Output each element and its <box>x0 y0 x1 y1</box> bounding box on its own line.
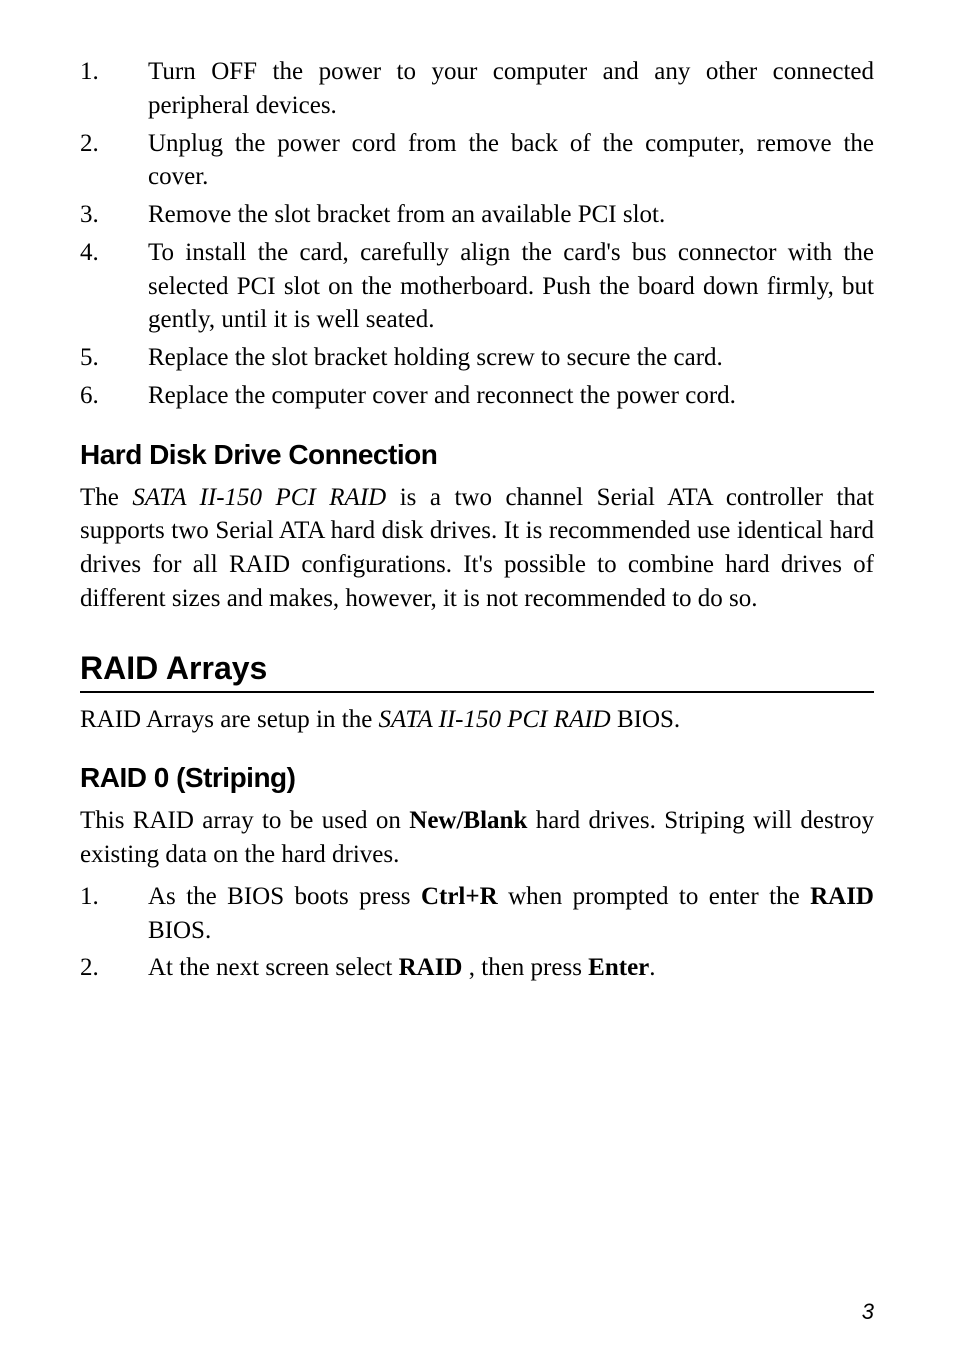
install-steps-list: 1. Turn OFF the power to your computer a… <box>80 55 874 413</box>
bold-text: RAID <box>810 883 874 910</box>
product-name: SATA II-150 PCI RAID <box>132 484 386 511</box>
list-item: 2. Unplug the power cord from the back o… <box>80 127 874 195</box>
document-page: 1. Turn OFF the power to your computer a… <box>0 0 954 1363</box>
hdd-connection-heading: Hard Disk Drive Connection <box>80 439 874 471</box>
list-number: 2. <box>80 951 148 985</box>
bold-text: RAID <box>399 954 463 981</box>
list-text: Unplug the power cord from the back of t… <box>148 127 874 195</box>
list-item: 4. To install the card, carefully align … <box>80 236 874 337</box>
bold-text: Ctrl+R <box>421 883 498 910</box>
list-text: Remove the slot bracket from an availabl… <box>148 198 874 232</box>
hdd-connection-paragraph: The SATA II-150 PCI RAID is a two channe… <box>80 481 874 616</box>
list-item: 2. At the next screen select RAID , then… <box>80 951 874 985</box>
raid-arrays-paragraph: RAID Arrays are setup in the SATA II-150… <box>80 703 874 737</box>
list-number: 3. <box>80 198 148 232</box>
list-text: To install the card, carefully align the… <box>148 236 874 337</box>
list-number: 1. <box>80 880 148 914</box>
list-text: Turn OFF the power to your computer and … <box>148 55 874 123</box>
text-fragment: BIOS. <box>148 917 211 944</box>
text-fragment: This RAID array to be used on <box>80 807 409 834</box>
text-fragment: , then press <box>463 954 589 981</box>
raid0-paragraph: This RAID array to be used on New/Blank … <box>80 804 874 872</box>
list-number: 1. <box>80 55 148 89</box>
bold-text: New/Blank <box>409 807 527 834</box>
list-item: 3. Remove the slot bracket from an avail… <box>80 198 874 232</box>
list-item: 1. Turn OFF the power to your computer a… <box>80 55 874 123</box>
text-fragment: RAID Arrays are setup in the <box>80 706 379 733</box>
list-text: Replace the computer cover and reconnect… <box>148 379 874 413</box>
text-fragment: BIOS. <box>611 706 680 733</box>
list-item: 5. Replace the slot bracket holding scre… <box>80 341 874 375</box>
list-text: Replace the slot bracket holding screw t… <box>148 341 874 375</box>
list-number: 5. <box>80 341 148 375</box>
raid-arrays-heading: RAID Arrays <box>80 650 874 693</box>
bold-text: Enter <box>588 954 649 981</box>
raid0-steps-list: 1. As the BIOS boots press Ctrl+R when p… <box>80 880 874 985</box>
raid0-heading: RAID 0 (Striping) <box>80 762 874 794</box>
list-text: At the next screen select RAID , then pr… <box>148 951 874 985</box>
text-fragment: At the next screen select <box>148 954 399 981</box>
text-fragment: when prompted to enter the <box>498 883 810 910</box>
text-fragment: . <box>649 954 655 981</box>
page-number: 3 <box>862 1299 874 1325</box>
list-item: 6. Replace the computer cover and reconn… <box>80 379 874 413</box>
product-name: SATA II-150 PCI RAID <box>379 706 611 733</box>
list-number: 6. <box>80 379 148 413</box>
text-fragment: As the BIOS boots press <box>148 883 421 910</box>
list-item: 1. As the BIOS boots press Ctrl+R when p… <box>80 880 874 948</box>
list-number: 4. <box>80 236 148 270</box>
text-fragment: The <box>80 484 132 511</box>
list-text: As the BIOS boots press Ctrl+R when prom… <box>148 880 874 948</box>
list-number: 2. <box>80 127 148 161</box>
